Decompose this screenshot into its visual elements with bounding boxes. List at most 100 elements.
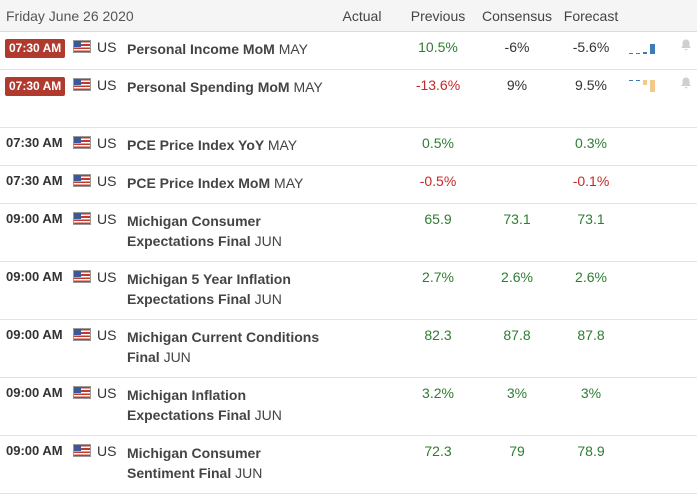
country-cell: US [73, 377, 127, 436]
previous-value: -13.6% [397, 69, 479, 128]
us-flag-icon [73, 136, 91, 149]
event-time: 07:30 AM [6, 135, 63, 150]
us-flag-icon [73, 174, 91, 187]
sparkline-bar [650, 80, 655, 92]
event-name[interactable]: PCE Price Index YoY [127, 137, 264, 153]
sparkline-cell [627, 69, 675, 128]
event-name[interactable]: Personal Income MoM [127, 41, 275, 57]
table-row[interactable]: 09:00 AM US Michigan Inflation Expectati… [0, 377, 697, 436]
event-name-cell[interactable]: Michigan Inflation Expectations Final JU… [127, 377, 327, 436]
consensus-value [479, 165, 555, 204]
us-flag-icon [73, 40, 91, 53]
consensus-value: 3% [479, 377, 555, 436]
date-header: Friday June 26 2020 [0, 0, 327, 32]
bell-icon[interactable] [679, 76, 693, 90]
event-time: 07:30 AM [6, 173, 63, 188]
consensus-value [479, 127, 555, 166]
alert-cell [675, 261, 697, 320]
country-code: US [97, 173, 117, 189]
event-time: 07:30 AM [5, 39, 66, 58]
event-time-cell: 09:00 AM [0, 377, 73, 436]
country-code: US [97, 327, 117, 343]
event-name-cell[interactable]: Michigan 5 Year Inflation Expectations F… [127, 261, 327, 320]
sparkline-cell [627, 203, 675, 262]
us-flag-icon [73, 444, 91, 457]
us-flag-icon [73, 386, 91, 399]
event-name-cell[interactable]: Personal Income MoM MAY [127, 31, 327, 70]
country-cell: US [73, 165, 127, 204]
country-code: US [97, 385, 117, 401]
previous-header[interactable]: Previous [397, 0, 479, 32]
sparkline-bar [636, 53, 640, 54]
forecast-header[interactable]: Forecast [555, 0, 627, 32]
actual-value [327, 435, 397, 494]
forecast-value: 78.9 [555, 435, 627, 494]
table-row[interactable]: 09:00 AM US Michigan Consumer Expectatio… [0, 203, 697, 262]
forecast-value: 0.3% [555, 127, 627, 166]
sparkline-bar [643, 80, 647, 85]
actual-value [327, 319, 397, 378]
event-time-cell: 09:00 AM [0, 203, 73, 262]
sparkline-bar [629, 80, 633, 81]
alert-header [675, 0, 697, 32]
alert-cell [675, 203, 697, 262]
consensus-value: 9% [479, 69, 555, 128]
sparkline-bar [629, 53, 633, 54]
event-name[interactable]: Michigan 5 Year Inflation Expectations F… [127, 271, 291, 307]
country-code: US [97, 269, 117, 285]
event-name-cell[interactable]: PCE Price Index YoY MAY [127, 127, 327, 166]
previous-value: 3.2% [397, 377, 479, 436]
country-code: US [97, 77, 117, 93]
event-name[interactable]: PCE Price Index MoM [127, 175, 271, 191]
table-row[interactable]: 09:00 AM US Michigan 5 Year Inflation Ex… [0, 261, 697, 320]
country-cell: US [73, 127, 127, 166]
event-time: 09:00 AM [6, 269, 63, 284]
consensus-header[interactable]: Consensus [479, 0, 555, 32]
consensus-value: 73.1 [479, 203, 555, 262]
event-period: JUN [163, 349, 191, 365]
us-flag-icon [73, 328, 91, 341]
event-time-cell: 07:30 AM [0, 165, 73, 204]
event-name-cell[interactable]: PCE Price Index MoM MAY [127, 165, 327, 204]
consensus-value: 79 [479, 435, 555, 494]
previous-value: 72.3 [397, 435, 479, 494]
alert-cell [675, 165, 697, 204]
forecast-value: 87.8 [555, 319, 627, 378]
event-time: 07:30 AM [5, 77, 66, 96]
previous-value: 10.5% [397, 31, 479, 70]
event-name[interactable]: Michigan Inflation Expectations Final [127, 387, 251, 423]
forecast-value: 3% [555, 377, 627, 436]
bell-icon[interactable] [679, 38, 693, 52]
country-code: US [97, 211, 117, 227]
event-time-cell: 09:00 AM [0, 435, 73, 494]
event-time: 09:00 AM [6, 443, 63, 458]
event-name-cell[interactable]: Personal Spending MoM MAY [127, 69, 327, 128]
event-period: MAY [267, 137, 298, 153]
event-name-cell[interactable]: Michigan Consumer Expectations Final JUN [127, 203, 327, 262]
event-name[interactable]: Michigan Current Conditions Final [127, 329, 320, 365]
table-row[interactable]: 09:00 AM US Michigan Current Conditions … [0, 319, 697, 378]
event-name[interactable]: Michigan Consumer Expectations Final [127, 213, 261, 249]
event-name[interactable]: Personal Spending MoM [127, 79, 290, 95]
actual-value [327, 69, 397, 128]
table-row[interactable]: 07:30 AM US PCE Price Index YoY MAY 0.5%… [0, 127, 697, 166]
event-name-cell[interactable]: Michigan Current Conditions Final JUN [127, 319, 327, 378]
actual-value [327, 127, 397, 166]
table-row[interactable]: 07:30 AM US Personal Income MoM MAY 10.5… [0, 31, 697, 70]
country-cell: US [73, 31, 127, 70]
actual-value [327, 261, 397, 320]
country-cell: US [73, 435, 127, 494]
us-flag-icon [73, 270, 91, 283]
sparkline-chart [629, 80, 655, 92]
actual-header[interactable]: Actual [327, 0, 397, 32]
forecast-value: 73.1 [555, 203, 627, 262]
table-row[interactable]: 09:00 AM US Michigan Consumer Sentiment … [0, 435, 697, 494]
us-flag-icon [73, 212, 91, 225]
sparkline-cell [627, 319, 675, 378]
table-header-row: Friday June 26 2020 Actual Previous Cons… [0, 0, 697, 32]
table-row[interactable]: 07:30 AM US Personal Spending MoM MAY -1… [0, 69, 697, 128]
event-name-cell[interactable]: Michigan Consumer Sentiment Final JUN [127, 435, 327, 494]
table-row[interactable]: 07:30 AM US PCE Price Index MoM MAY -0.5… [0, 165, 697, 204]
us-flag-icon [73, 78, 91, 91]
